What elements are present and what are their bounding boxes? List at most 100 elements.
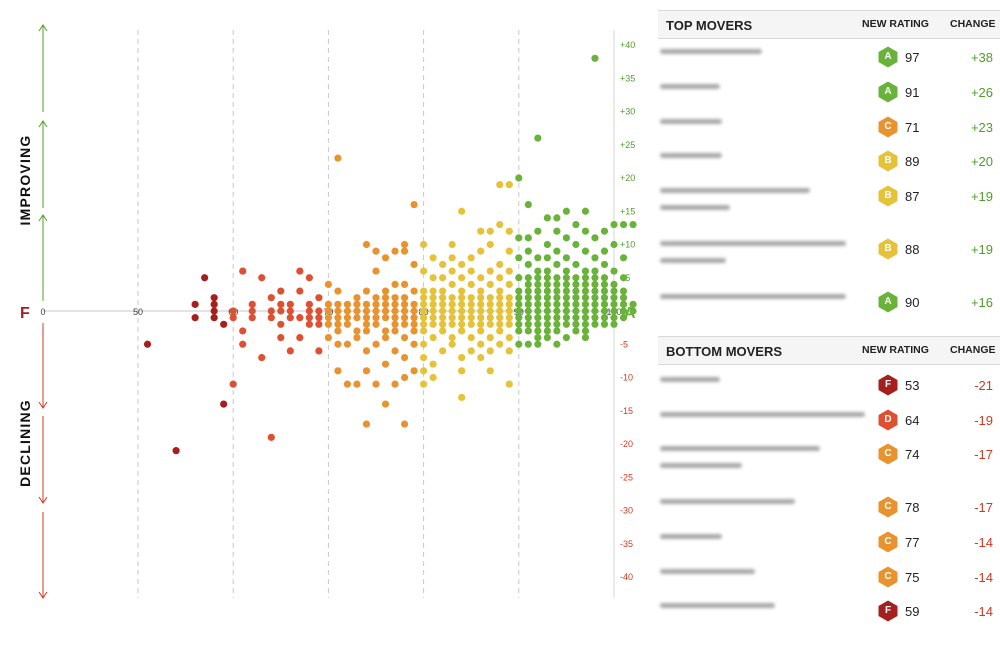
mover-row[interactable]: C 77 -14 (658, 530, 1000, 554)
data-point (239, 340, 247, 348)
mover-row[interactable]: B 87 +19 (658, 184, 1000, 210)
data-point (467, 294, 475, 302)
data-point (619, 307, 628, 315)
data-point (505, 181, 513, 189)
grade-badge: C (877, 496, 899, 518)
mover-row[interactable]: C 71 +23 (658, 115, 1000, 139)
data-point (524, 280, 532, 288)
data-point (267, 314, 275, 322)
data-point (353, 307, 361, 315)
data-point (458, 314, 466, 322)
data-point (581, 227, 590, 235)
data-point (334, 367, 342, 375)
data-point (372, 307, 380, 315)
mover-row[interactable]: A 90 +16 (658, 290, 1000, 314)
data-point (410, 320, 418, 328)
data-point (400, 334, 409, 342)
data-point (572, 320, 580, 328)
mover-row[interactable]: C 74 -17 (658, 442, 1000, 468)
grade-letter: C (884, 501, 892, 512)
data-point (562, 307, 571, 315)
data-point (220, 400, 228, 408)
data-point (381, 327, 390, 335)
data-point (410, 314, 418, 322)
data-point (534, 340, 542, 348)
data-point (420, 327, 428, 335)
data-point (400, 294, 409, 302)
redacted-name (658, 495, 795, 504)
data-point (477, 274, 485, 282)
data-point (534, 134, 542, 142)
data-point (496, 340, 504, 348)
mover-row[interactable]: F 59 -14 (658, 599, 1000, 623)
data-point (258, 274, 266, 282)
data-point (467, 267, 475, 275)
data-point (391, 294, 399, 302)
data-point (496, 314, 504, 322)
y-tick-label: +25 (620, 140, 635, 150)
data-point (458, 353, 466, 362)
data-point (515, 300, 523, 308)
data-point (315, 314, 323, 322)
mover-row[interactable]: A 91 +26 (658, 80, 1000, 104)
mover-row[interactable]: A 97 +38 (658, 45, 1000, 69)
data-point (619, 220, 628, 229)
data-point (515, 294, 523, 302)
data-point (486, 320, 494, 328)
data-point (505, 227, 513, 235)
data-point (505, 307, 513, 315)
data-point (486, 347, 494, 355)
data-point (629, 300, 637, 308)
data-point (496, 287, 504, 295)
data-point (581, 294, 590, 302)
redacted-name (658, 237, 846, 263)
data-point (553, 320, 561, 328)
data-point (400, 247, 409, 255)
data-point (391, 307, 399, 315)
mover-row[interactable]: B 88 +19 (658, 237, 1000, 263)
grade-badge: D (877, 409, 899, 431)
redacted-name (658, 530, 722, 539)
data-point (248, 307, 256, 315)
data-point (362, 240, 371, 249)
data-point (429, 300, 437, 308)
data-point (505, 320, 513, 328)
data-point (619, 314, 628, 322)
data-point (600, 247, 609, 255)
data-point (191, 314, 199, 322)
data-point (524, 287, 532, 295)
redacted-name (658, 290, 846, 299)
data-point (429, 294, 437, 302)
data-point (505, 347, 513, 355)
mover-row[interactable]: C 78 -17 (658, 495, 1000, 519)
mover-row[interactable]: F 53 -21 (658, 373, 1000, 397)
new-rating-value: 90 (905, 295, 920, 310)
data-point (315, 320, 323, 328)
new-rating-header: NEW RATING (862, 344, 929, 356)
data-point (600, 314, 609, 322)
top-movers-title: TOP MOVERS (666, 18, 753, 33)
data-point (362, 300, 371, 308)
change-value: -19 (974, 413, 993, 428)
data-point (372, 340, 380, 348)
data-point (562, 254, 571, 262)
y-tick-label: -5 (620, 339, 628, 349)
data-point (286, 347, 294, 355)
data-point (410, 327, 418, 335)
change-header: CHANGE (950, 18, 996, 30)
data-point (467, 347, 475, 355)
data-point (619, 274, 628, 282)
new-rating-value: 78 (905, 500, 920, 515)
redacted-name (658, 408, 865, 417)
mover-row[interactable]: B 89 +20 (658, 149, 1000, 173)
redacted-name (658, 115, 722, 124)
data-point (477, 353, 485, 362)
data-point (591, 274, 599, 282)
data-point (562, 287, 571, 295)
data-point (305, 314, 313, 322)
mover-row[interactable]: C 75 -14 (658, 565, 1000, 589)
data-point (553, 287, 561, 295)
mover-row[interactable]: D 64 -19 (658, 408, 1000, 432)
data-point (505, 300, 513, 308)
data-point (610, 320, 618, 328)
